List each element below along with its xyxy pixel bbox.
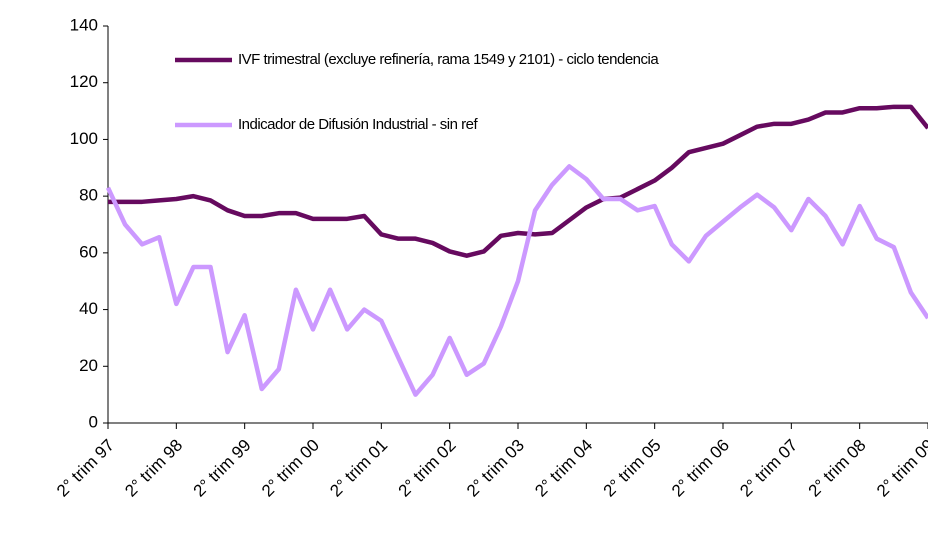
y-tick-label: 100 — [70, 129, 98, 148]
series-line — [105, 164, 928, 397]
x-tick-label: 2° trim 98 — [121, 436, 186, 501]
x-tick-label: 2° trim 04 — [531, 436, 596, 501]
x-tick-label: 2° trim 08 — [805, 436, 870, 501]
y-tick-label: 40 — [79, 299, 98, 318]
x-tick-label: 2° trim 00 — [258, 436, 323, 501]
y-tick-label: 120 — [70, 72, 98, 91]
x-tick-label: 2° trim 07 — [736, 436, 801, 501]
y-tick-label: 0 — [89, 412, 98, 431]
y-tick-label: 140 — [70, 15, 98, 34]
x-tick-label: 2° trim 06 — [668, 436, 733, 501]
x-tick-label: 2° trim 99 — [190, 436, 255, 501]
series-line — [108, 104, 928, 258]
y-tick-label: 80 — [79, 186, 98, 205]
y-tick-label: 20 — [79, 356, 98, 375]
legend-label: IVF trimestral (excluye refinería, rama … — [238, 51, 659, 68]
y-tick-label: 60 — [79, 242, 98, 261]
x-tick-label: 2° trim 01 — [326, 436, 391, 501]
x-tick-label: 2° trim 09 — [873, 436, 928, 501]
x-tick-label: 2° trim 03 — [463, 436, 528, 501]
x-tick-label: 2° trim 05 — [600, 436, 665, 501]
x-tick-label: 2° trim 97 — [53, 436, 118, 501]
x-tick-label: 2° trim 02 — [395, 436, 460, 501]
legend-label: Indicador de Difusión Industrial - sin r… — [238, 116, 478, 133]
